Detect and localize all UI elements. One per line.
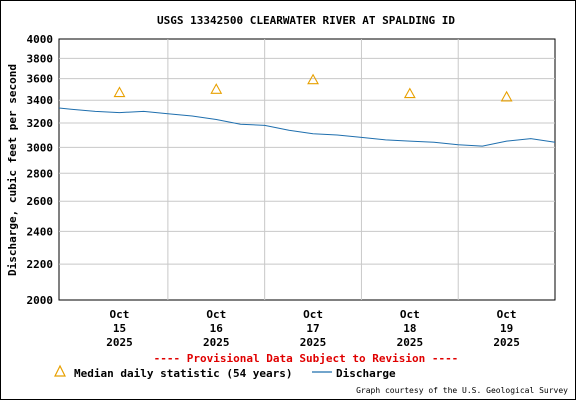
y-tick-label: 3400 <box>27 94 54 107</box>
x-tick-label: Oct <box>110 308 130 321</box>
x-tick-label: 16 <box>210 322 224 335</box>
chart-title: USGS 13342500 CLEARWATER RIVER AT SPALDI… <box>157 14 455 27</box>
x-tick-label: 15 <box>113 322 126 335</box>
x-tick-label: 18 <box>403 322 416 335</box>
x-tick-label: Oct <box>400 308 420 321</box>
y-tick-label: 2000 <box>27 294 54 307</box>
series-layer <box>58 73 556 147</box>
y-tick-label: 3000 <box>27 141 54 154</box>
y-axis-ticks: 2000 2200 2400 2600 2800 3000 3200 3400 3600 3800… <box>27 33 54 307</box>
x-tick-label: 2025 <box>493 336 520 349</box>
legend-triangle-icon <box>54 364 66 377</box>
y-axis-label: Discharge, cubic feet per second <box>6 64 19 276</box>
median-triangle-marker <box>307 73 319 85</box>
y-tick-label: 2200 <box>27 258 54 271</box>
discharge-line <box>58 107 556 147</box>
x-tick-label: Oct <box>303 308 323 321</box>
x-tick-label: 2025 <box>300 336 327 349</box>
x-tick-label: 2025 <box>397 336 424 349</box>
provisional-notice: ---- Provisional Data Subject to Revisio… <box>154 352 459 365</box>
legend-median-label: Median daily statistic (54 years) <box>74 367 293 380</box>
plot-area <box>58 38 556 301</box>
legend: Median daily statistic (54 years) Discha… <box>54 364 396 380</box>
x-tick-label: 17 <box>306 322 319 335</box>
y-tick-label: 3600 <box>27 73 54 86</box>
usgs-credit: Graph courtesy of the U.S. Geological Su… <box>356 386 568 395</box>
x-tick-label: 2025 <box>106 336 133 349</box>
x-tick-label: 2025 <box>203 336 230 349</box>
y-tick-label: 3800 <box>27 52 54 65</box>
x-tick-label: Oct <box>206 308 226 321</box>
x-axis-ticks: Oct152025Oct162025Oct172025Oct182025Oct1… <box>106 308 520 349</box>
legend-discharge-label: Discharge <box>336 367 396 380</box>
x-tick-label: Oct <box>497 308 517 321</box>
median-triangle-marker <box>500 90 513 102</box>
y-tick-label: 2400 <box>27 225 54 238</box>
median-triangle-marker <box>113 86 126 98</box>
y-tick-label: 2800 <box>27 167 54 180</box>
median-triangle-marker <box>210 83 223 94</box>
gridlines <box>59 39 555 300</box>
x-tick-label: 19 <box>500 322 513 335</box>
y-tick-label: 3200 <box>27 117 54 130</box>
median-triangle-marker <box>403 87 416 99</box>
y-tick-label: 4000 <box>27 33 54 46</box>
y-tick-label: 2600 <box>27 195 54 208</box>
